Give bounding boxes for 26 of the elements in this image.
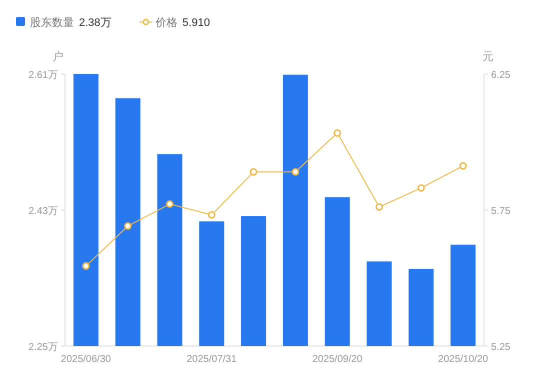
text: 2.38万 (79, 17, 112, 29)
y-axis-title: 户 (52, 50, 64, 63)
legend-label: 股东数量 (30, 16, 74, 29)
x-tick-label: 2025/10/20 (438, 354, 489, 365)
y2-tick-label: 5.25 (491, 342, 511, 353)
x-tick-label: 2025/06/30 (60, 354, 112, 365)
point (292, 168, 300, 176)
x-tick-label: 2025/09/20 (312, 354, 363, 365)
legend-label: 价格 (154, 17, 178, 29)
y-tick-label: 2.61万 (28, 70, 58, 81)
point (459, 162, 467, 170)
point (208, 211, 216, 219)
y2-tick-label: 5.75 (491, 206, 511, 217)
point (166, 200, 174, 208)
point (417, 184, 425, 192)
text: 5.910 (182, 17, 210, 29)
x-tick-label: 2025/07/31 (186, 354, 238, 365)
y-tick-label: 2.43万 (28, 206, 58, 217)
point (334, 129, 342, 137)
point (82, 262, 90, 270)
y2-axis-title: 元 (482, 51, 494, 63)
point (250, 168, 258, 176)
y-tick-label: 2.25万 (28, 342, 58, 353)
y2-tick-label: 6.25 (491, 70, 511, 81)
point (124, 222, 132, 230)
point (376, 203, 383, 211)
